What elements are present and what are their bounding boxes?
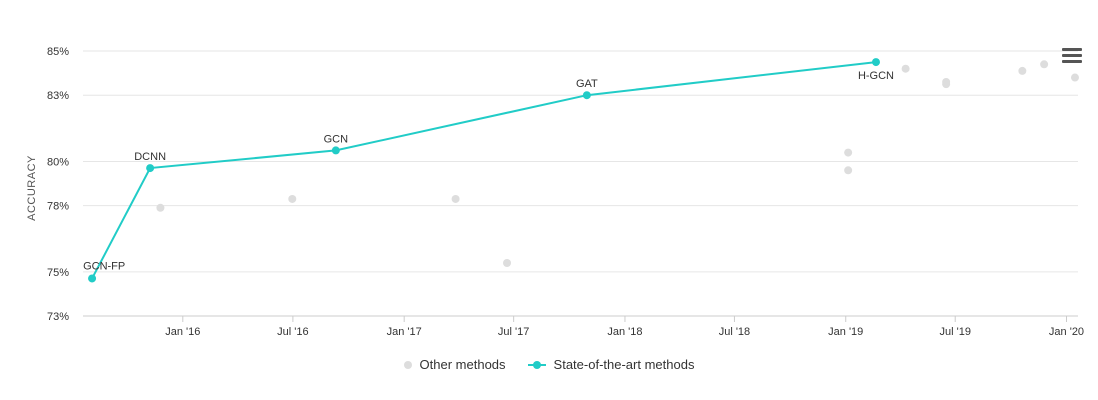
other-method-point	[1070, 73, 1079, 82]
y-axis-title: ACCURACY	[26, 155, 38, 221]
sota-point	[88, 274, 97, 283]
hamburger-menu-icon	[1062, 48, 1082, 51]
sota-line	[91, 61, 877, 279]
chart-legend: Other methods State-of-the-art methods	[0, 357, 1098, 372]
other-method-point	[451, 194, 460, 203]
sota-point-label: GCN-FP	[83, 260, 125, 272]
x-axis: Jan '16 Jul '16 Jan '17 Jul '17 Jan '18 Jul '…	[83, 315, 1084, 338]
x-tick-label: Jan '19	[828, 326, 863, 338]
sota-point	[146, 164, 155, 173]
sota-point	[331, 146, 340, 155]
other-method-point	[1018, 66, 1027, 75]
legend-label-sota-methods: State-of-the-art methods	[553, 357, 695, 372]
x-tick-label: Jan '16	[165, 326, 200, 338]
x-tick-label: Jul '19	[939, 326, 970, 338]
legend-item-other-methods[interactable]: Other methods	[403, 357, 506, 372]
other-method-point	[1040, 60, 1049, 69]
other-methods-swatch	[403, 360, 412, 369]
hamburger-menu-icon-bar	[1062, 54, 1082, 57]
y-axis: 73% 75% 78% 80% 83% 85%	[47, 46, 69, 323]
other-method-point	[288, 194, 297, 203]
sota-point-label: H-GCN	[858, 70, 894, 82]
x-tick-label: Jan '18	[607, 326, 642, 338]
other-methods-series	[156, 60, 1079, 268]
accuracy-chart: Jan '16 Jul '16 Jan '17 Jul '17 Jan '18 Jul '…	[26, 46, 1084, 338]
sota-point-label: GAT	[576, 78, 598, 90]
other-method-point	[942, 80, 951, 89]
x-tick-label: Jul '18	[719, 326, 750, 338]
legend-item-sota-methods[interactable]: State-of-the-art methods	[527, 357, 695, 372]
x-tick-label: Jan '17	[387, 326, 422, 338]
sota-point	[871, 58, 880, 67]
other-method-point	[901, 64, 910, 73]
y-tick-label: 83%	[47, 90, 69, 102]
y-tick-label: 78%	[47, 201, 69, 213]
sota-methods-swatch	[527, 360, 546, 369]
sota-point	[582, 91, 591, 100]
y-tick-label: 75%	[47, 267, 69, 279]
sota-point-label: DCNN	[134, 151, 166, 163]
y-tick-label: 85%	[47, 46, 69, 58]
x-tick-label: Jul '16	[277, 326, 308, 338]
x-tick-label: Jan '20	[1049, 326, 1084, 338]
sota-point-label: GCN	[324, 133, 349, 145]
sota-series: GCN-FP DCNN GCN GAT H-GCN	[83, 58, 894, 283]
chart-menu-button[interactable]	[1062, 48, 1082, 66]
hamburger-menu-icon-bar	[1062, 60, 1082, 63]
other-method-point	[844, 148, 853, 157]
y-tick-label: 80%	[47, 156, 69, 168]
other-method-point	[844, 166, 853, 175]
x-tick-label: Jul '17	[498, 326, 529, 338]
legend-label-other-methods: Other methods	[419, 357, 506, 372]
grid-lines	[83, 50, 1078, 317]
y-tick-label: 73%	[47, 311, 69, 323]
other-method-point	[156, 203, 165, 212]
other-method-point	[503, 259, 512, 268]
